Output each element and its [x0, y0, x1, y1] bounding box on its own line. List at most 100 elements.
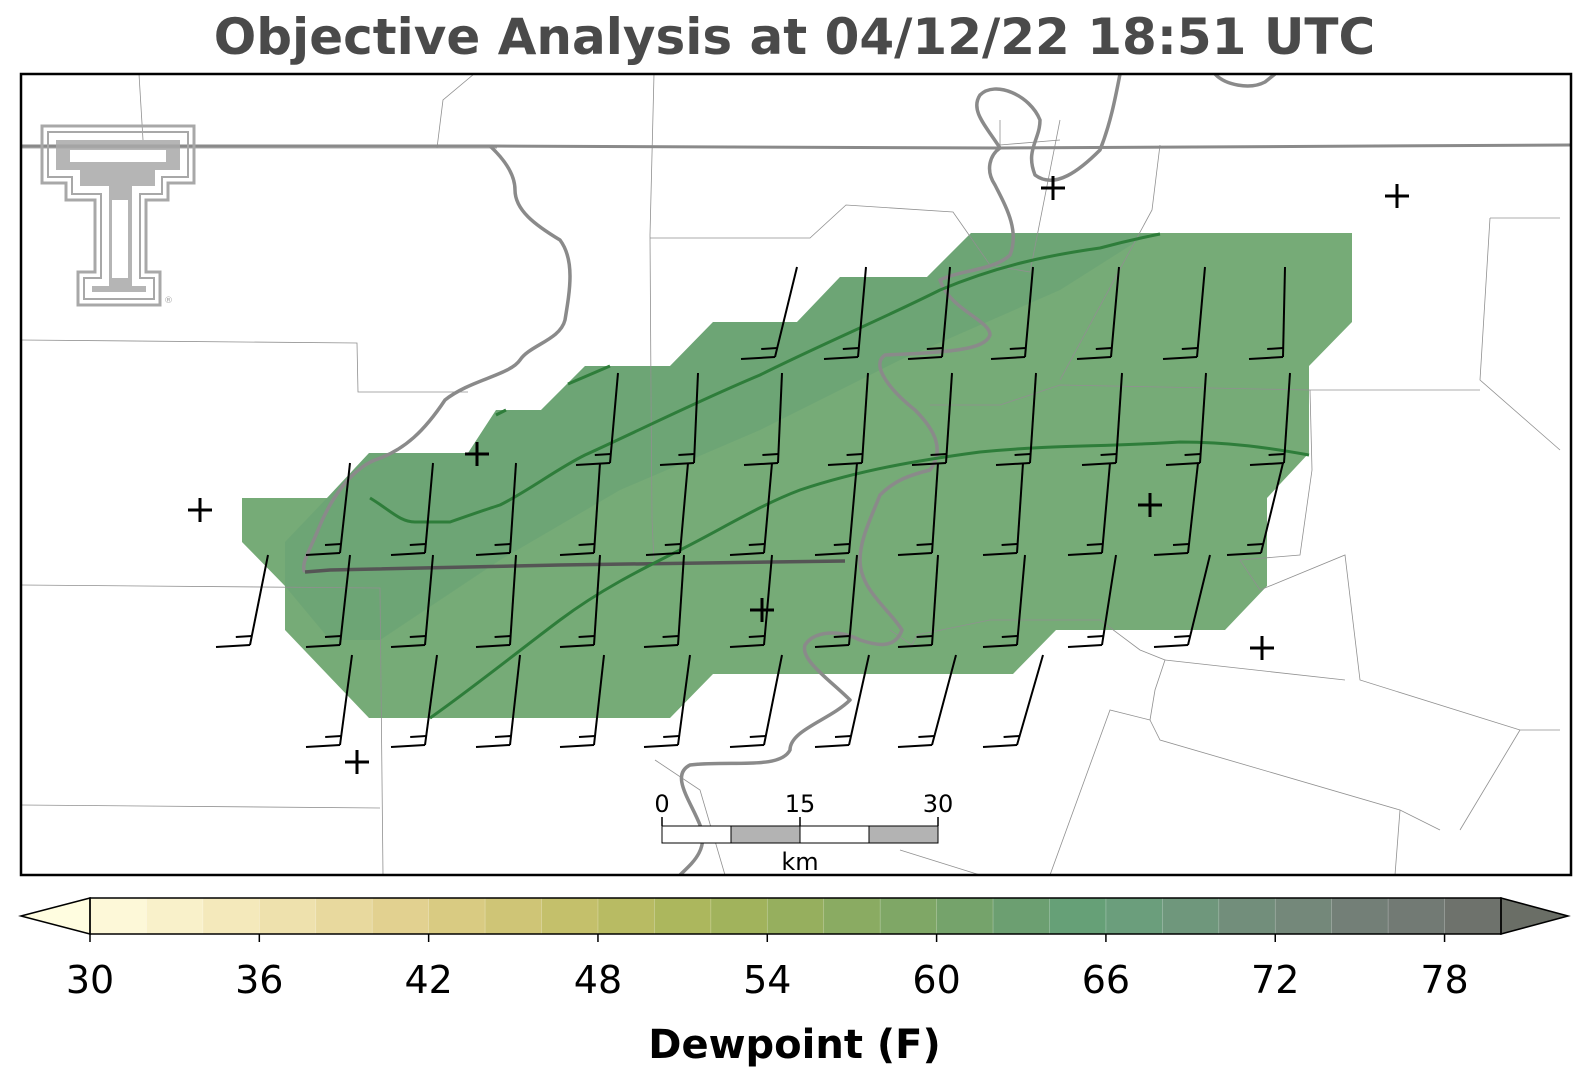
wind-barb — [1076, 266, 1120, 360]
colorbar-label: Dewpoint (F) — [648, 1022, 941, 1068]
scale-bar: 0 15 30 km — [654, 790, 953, 876]
colorbar-cell — [936, 898, 994, 934]
wind-barb — [390, 554, 434, 648]
station-marker — [465, 442, 489, 466]
wind-barb — [897, 654, 957, 748]
dewpoint-contours — [369, 232, 1310, 720]
scale-tick-30: 30 — [923, 790, 954, 818]
colorbar-cell — [1162, 898, 1220, 934]
state-boundary — [21, 143, 1571, 150]
colorbar-frame — [89, 897, 1502, 935]
wind-barb — [1249, 372, 1291, 466]
wind-barb — [907, 266, 951, 360]
wind-barb — [982, 554, 1026, 648]
colorbar-cell — [993, 898, 1050, 934]
station-marker — [345, 750, 369, 774]
wind-barb — [575, 372, 619, 466]
colorbar-cell — [1105, 898, 1163, 934]
wind-barb — [643, 654, 691, 748]
wind-barb — [897, 554, 939, 648]
colorbar-cell — [315, 898, 373, 934]
colorbar-cell — [1049, 898, 1107, 934]
colorbar-tick-label: 30 — [66, 958, 114, 1002]
scale-tick-15: 15 — [785, 790, 816, 818]
wind-barb — [740, 266, 798, 360]
wind-barb — [475, 462, 517, 556]
colorbar-cell — [823, 898, 881, 934]
wind-barb — [982, 462, 1024, 556]
station-markers — [188, 176, 1409, 774]
map-frame — [19, 72, 1573, 877]
wind-barb — [995, 372, 1037, 466]
colorbar-cell — [1444, 898, 1502, 934]
wind-barb — [729, 554, 773, 648]
colorbar-cell — [1275, 898, 1333, 934]
wind-barb — [475, 554, 517, 648]
wind-barb — [390, 462, 434, 556]
colorbar-tick-label: 72 — [1251, 958, 1299, 1002]
station-marker — [1385, 184, 1409, 208]
wind-barb — [390, 654, 438, 748]
colorbar-tick-label: 60 — [912, 958, 960, 1002]
station-marker — [750, 598, 774, 622]
wind-barb — [643, 554, 685, 648]
colorbar-cell — [1218, 898, 1276, 934]
wind-barb — [645, 462, 689, 556]
station-marker — [1041, 176, 1065, 200]
dewpoint-darker-subregion — [285, 233, 1150, 640]
wind-barb — [729, 462, 773, 556]
wind-barb — [1153, 554, 1211, 648]
station-marker — [1250, 636, 1274, 660]
logo-registered-mark: ® — [164, 296, 173, 306]
colorbar-tick-label: 42 — [404, 958, 452, 1002]
wind-barb — [729, 654, 783, 748]
rivers — [302, 74, 1277, 875]
wind-barb — [305, 654, 353, 748]
colorbar-tick-label: 48 — [574, 958, 622, 1002]
colorbar-tick-label: 78 — [1420, 958, 1468, 1002]
highway-line — [304, 559, 846, 574]
colorbar-cell — [654, 898, 712, 934]
wind-barb — [982, 654, 1044, 748]
wind-barb — [1165, 372, 1207, 466]
wind-barb — [1248, 266, 1286, 360]
dewpoint-shaded-region — [242, 233, 1352, 718]
colorbar-cell — [428, 898, 486, 934]
wind-barb — [1067, 462, 1111, 556]
colorbar-cell — [541, 898, 599, 934]
wind-barb — [814, 654, 870, 748]
colorbar-cell — [880, 898, 938, 934]
scale-tick-0: 0 — [654, 790, 669, 818]
colorbar-cell — [259, 898, 317, 934]
wind-barb — [814, 462, 858, 556]
county-boundaries — [21, 74, 1561, 875]
colorbar-cell — [372, 898, 430, 934]
wind-barb — [1162, 266, 1206, 360]
texas-tech-double-t-logo — [40, 124, 196, 307]
colorbar-cell — [597, 898, 655, 934]
wind-barb — [1067, 554, 1117, 648]
colorbar-cell — [90, 898, 147, 934]
wind-barb — [990, 266, 1034, 360]
colorbar-cell — [1331, 898, 1389, 934]
colorbar-tick-label: 54 — [743, 958, 791, 1002]
wind-barb — [1153, 462, 1199, 556]
wind-barb — [823, 266, 867, 360]
wind-barb — [215, 554, 269, 648]
colorbar-cell — [485, 898, 543, 934]
wind-barb — [305, 554, 351, 648]
analysis-map: ® 0 15 30 km — [19, 72, 1573, 877]
wind-barbs — [215, 266, 1291, 748]
wind-barb — [559, 554, 601, 648]
colorbar-cell — [1388, 898, 1446, 934]
wind-barb — [911, 372, 953, 466]
station-marker — [1138, 493, 1162, 517]
station-marker — [188, 498, 212, 522]
scale-unit: km — [781, 848, 818, 876]
wind-barb — [1226, 462, 1284, 556]
colorbar-cell — [146, 898, 204, 934]
wind-barb — [559, 654, 605, 748]
colorbar-extend-low — [18, 897, 91, 935]
colorbar-tick-label: 36 — [235, 958, 283, 1002]
wind-barb — [305, 462, 351, 556]
